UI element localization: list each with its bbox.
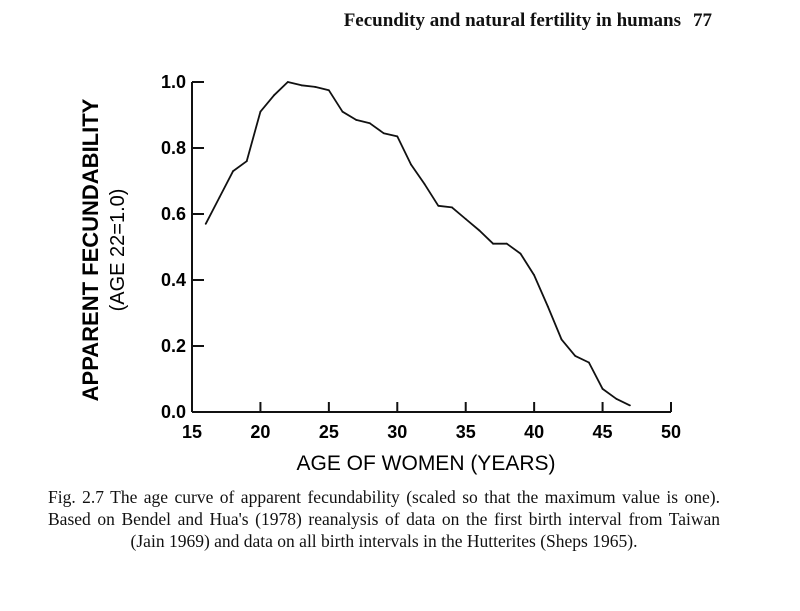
series-line	[204, 81, 631, 407]
y-tick-label: 0.2	[161, 336, 186, 356]
data-point	[519, 252, 522, 255]
y-axis-title: APPARENT FECUNDABILITY	[78, 98, 103, 401]
x-tick-label: 50	[661, 422, 681, 442]
chart-ticks: 15 20 25 30 35 40 45 50 0.0 0.2 0.4 0.6 0.8 1.0	[161, 72, 681, 442]
y-tick-label: 0.8	[161, 138, 186, 158]
y-tick-label: 0.0	[161, 402, 186, 422]
data-point	[341, 110, 344, 113]
data-point	[218, 196, 221, 199]
data-point	[410, 163, 412, 166]
x-axis-title: AGE OF WOMEN (YEARS)	[296, 452, 555, 475]
x-tick-label: 40	[524, 422, 544, 442]
data-point	[314, 86, 317, 88]
data-point	[533, 274, 536, 276]
data-point	[423, 183, 426, 186]
x-tick-label: 45	[593, 422, 613, 442]
x-tick-label: 15	[182, 422, 202, 442]
x-tick-label: 35	[456, 422, 476, 442]
data-point	[245, 160, 248, 163]
data-point	[478, 229, 481, 232]
data-point	[396, 135, 399, 138]
chart-axes	[191, 82, 671, 413]
data-point	[492, 242, 494, 245]
data-point	[505, 242, 508, 245]
data-point	[355, 119, 358, 121]
data-point	[560, 338, 563, 341]
data-point	[587, 361, 590, 364]
chart-series	[204, 81, 631, 407]
y-axis-subtitle: (AGE 22=1.0)	[107, 189, 129, 312]
data-point	[327, 89, 330, 92]
data-point	[369, 122, 371, 125]
data-point	[574, 355, 577, 357]
page-number: 77	[693, 10, 712, 31]
y-tick-label: 0.6	[161, 204, 186, 224]
y-tick-label: 1.0	[161, 72, 186, 92]
data-point	[259, 110, 262, 113]
x-tick-label: 30	[387, 422, 407, 442]
figure-chart: 15 20 25 30 35 40 45 50 0.0 0.2 0.4 0.6 0.8 1.0 AGE O…	[78, 72, 681, 475]
data-point	[382, 132, 385, 135]
data-point	[464, 218, 467, 220]
y-tick-label: 0.4	[161, 270, 186, 290]
data-point	[273, 94, 276, 97]
data-point	[300, 84, 303, 87]
running-head-title: Fecundity and natural fertility in human…	[343, 10, 681, 31]
data-point	[451, 206, 453, 209]
data-point	[546, 305, 549, 308]
figure-caption: Fig. 2.7 The age curve of apparent fecun…	[48, 487, 720, 551]
data-point	[615, 397, 618, 400]
x-tick-label: 25	[319, 422, 339, 442]
running-head: Fecundity and natural fertility in human…	[344, 10, 712, 32]
data-point	[286, 81, 289, 83]
data-point	[232, 170, 234, 173]
x-tick-label: 20	[250, 422, 270, 442]
data-point	[437, 204, 440, 207]
data-point	[629, 404, 631, 407]
data-point	[601, 388, 604, 390]
data-point	[204, 223, 207, 225]
